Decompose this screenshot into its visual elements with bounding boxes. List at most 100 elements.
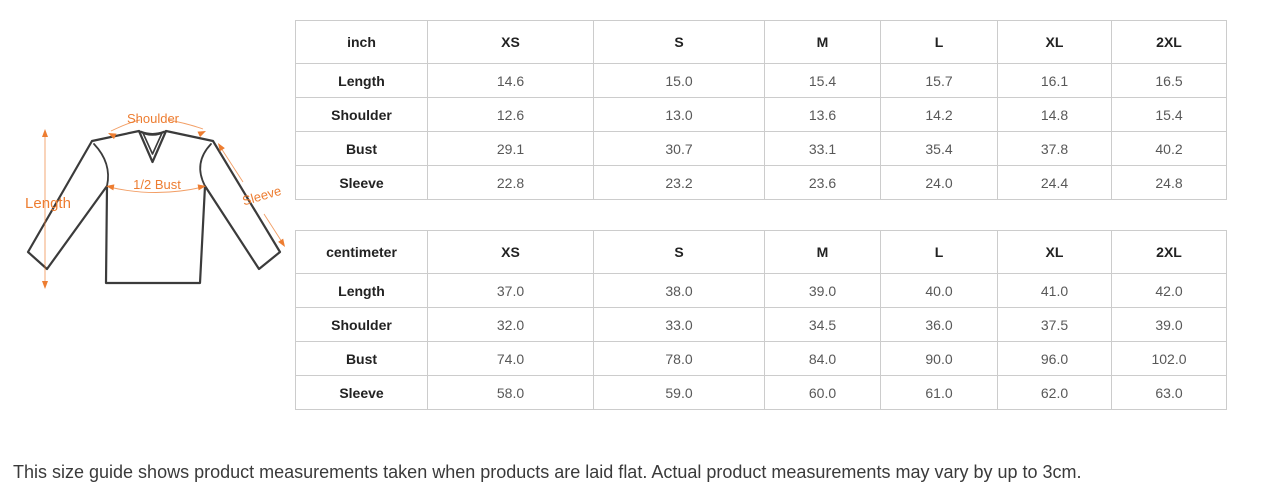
measurement-value: 36.0 bbox=[880, 307, 998, 342]
table-row: Bust 29.1 30.7 33.1 35.4 37.8 40.2 bbox=[295, 131, 1227, 166]
measurement-value: 102.0 bbox=[1111, 341, 1227, 376]
measurement-value: 78.0 bbox=[593, 341, 765, 376]
measurement-value: 37.8 bbox=[997, 131, 1112, 166]
table-row: Bust 74.0 78.0 84.0 90.0 96.0 102.0 bbox=[295, 341, 1227, 376]
measurement-value: 34.5 bbox=[764, 307, 881, 342]
measurement-value: 29.1 bbox=[427, 131, 594, 166]
v-neck-inner-line bbox=[142, 132, 163, 155]
bust-measure-line bbox=[108, 186, 204, 193]
measurement-label: Shoulder bbox=[295, 97, 428, 132]
shirt-measurement-diagram: Shoulder Length 1/2 Bust Sleeve bbox=[25, 111, 285, 289]
measurement-value: 13.0 bbox=[593, 97, 765, 132]
size-column-header: XS bbox=[427, 230, 594, 274]
measurement-value: 15.7 bbox=[880, 63, 998, 98]
measurement-value: 35.4 bbox=[880, 131, 998, 166]
measurement-label: Bust bbox=[295, 341, 428, 376]
measurement-value: 61.0 bbox=[880, 375, 998, 410]
measurement-value: 42.0 bbox=[1111, 273, 1227, 308]
measurement-value: 38.0 bbox=[593, 273, 765, 308]
size-column-header: S bbox=[593, 230, 765, 274]
half-bust-label: 1/2 Bust bbox=[133, 177, 181, 192]
size-column-header: XS bbox=[427, 20, 594, 64]
size-column-header: XL bbox=[997, 230, 1112, 274]
measurement-value: 32.0 bbox=[427, 307, 594, 342]
measurement-value: 30.7 bbox=[593, 131, 765, 166]
bust-arrow-left-icon bbox=[106, 184, 115, 191]
size-column-header: L bbox=[880, 230, 998, 274]
measurement-value: 15.0 bbox=[593, 63, 765, 98]
measurement-value: 37.0 bbox=[427, 273, 594, 308]
measurement-label: Sleeve bbox=[295, 375, 428, 410]
measurement-value: 40.0 bbox=[880, 273, 998, 308]
measurement-value: 39.0 bbox=[764, 273, 881, 308]
measurement-value: 15.4 bbox=[1111, 97, 1227, 132]
shoulder-label: Shoulder bbox=[127, 111, 180, 126]
sleeve-arrow-bottom-icon bbox=[278, 238, 285, 247]
measurement-label: Length bbox=[295, 273, 428, 308]
size-column-header: M bbox=[764, 230, 881, 274]
measurement-value: 14.2 bbox=[880, 97, 998, 132]
measurement-value: 58.0 bbox=[427, 375, 594, 410]
table-row: Sleeve 58.0 59.0 60.0 61.0 62.0 63.0 bbox=[295, 375, 1227, 410]
size-column-header: S bbox=[593, 20, 765, 64]
length-label: Length bbox=[25, 195, 71, 212]
measurement-value: 60.0 bbox=[764, 375, 881, 410]
table-row: Shoulder 12.6 13.0 13.6 14.2 14.8 15.4 bbox=[295, 97, 1227, 132]
measurement-value: 22.8 bbox=[427, 165, 594, 200]
table-row: Sleeve 22.8 23.2 23.6 24.0 24.4 24.8 bbox=[295, 165, 1227, 200]
measurement-value: 74.0 bbox=[427, 341, 594, 376]
measurement-value: 23.6 bbox=[764, 165, 881, 200]
right-sleeve-seam bbox=[199, 143, 212, 187]
table-row: Shoulder 32.0 33.0 34.5 36.0 37.5 39.0 bbox=[295, 307, 1227, 342]
collar-back-line bbox=[138, 130, 167, 136]
left-sleeve-seam bbox=[93, 143, 109, 187]
measurement-value: 41.0 bbox=[997, 273, 1112, 308]
size-table-inch: inch XS S M L XL 2XL Length 14.6 15.0 15.4 15.7 16.… bbox=[295, 20, 1227, 200]
unit-header: centimeter bbox=[295, 230, 428, 274]
measurement-value: 13.6 bbox=[764, 97, 881, 132]
measurement-value: 63.0 bbox=[1111, 375, 1227, 410]
measurement-label: Length bbox=[295, 63, 428, 98]
size-guide-note: This size guide shows product measuremen… bbox=[13, 462, 1082, 482]
size-column-header: XL bbox=[997, 20, 1112, 64]
measurement-value: 15.4 bbox=[764, 63, 881, 98]
measurement-value: 14.6 bbox=[427, 63, 594, 98]
table-row: Length 14.6 15.0 15.4 15.7 16.1 16.5 bbox=[295, 63, 1227, 98]
measurement-value: 23.2 bbox=[593, 165, 765, 200]
measurement-value: 59.0 bbox=[593, 375, 765, 410]
measurement-value: 33.1 bbox=[764, 131, 881, 166]
measurement-value: 37.5 bbox=[997, 307, 1112, 342]
measurement-label: Bust bbox=[295, 131, 428, 166]
table-row: Length 37.0 38.0 39.0 40.0 41.0 42.0 bbox=[295, 273, 1227, 308]
measurement-value: 39.0 bbox=[1111, 307, 1227, 342]
measurement-value: 96.0 bbox=[997, 341, 1112, 376]
table-header-row: inch XS S M L XL 2XL bbox=[295, 20, 1227, 64]
measurement-value: 84.0 bbox=[764, 341, 881, 376]
bust-arrow-right-icon bbox=[197, 184, 206, 191]
shoulder-arrow-right-icon bbox=[197, 131, 206, 138]
size-column-header: 2XL bbox=[1111, 230, 1227, 274]
measurement-value: 62.0 bbox=[997, 375, 1112, 410]
size-column-header: 2XL bbox=[1111, 20, 1227, 64]
measurement-value: 24.8 bbox=[1111, 165, 1227, 200]
length-arrow-top-icon bbox=[42, 129, 48, 137]
size-column-header: M bbox=[764, 20, 881, 64]
length-arrow-bottom-icon bbox=[42, 281, 48, 289]
measurement-value: 14.8 bbox=[997, 97, 1112, 132]
measurement-value: 40.2 bbox=[1111, 131, 1227, 166]
size-column-header: L bbox=[880, 20, 998, 64]
v-neck-outer-line bbox=[137, 129, 168, 164]
shirt-outline bbox=[26, 129, 282, 285]
table-header-row: centimeter XS S M L XL 2XL bbox=[295, 230, 1227, 274]
measurement-label: Sleeve bbox=[295, 165, 428, 200]
measurement-value: 16.5 bbox=[1111, 63, 1227, 98]
measurement-label: Shoulder bbox=[295, 307, 428, 342]
measurement-value: 16.1 bbox=[997, 63, 1112, 98]
sleeve-measure-line bbox=[220, 147, 283, 243]
sleeve-label: Sleeve bbox=[241, 183, 283, 208]
size-table-centimeter: centimeter XS S M L XL 2XL Length 37.0 38.0 39.0 4… bbox=[295, 230, 1227, 410]
shoulder-measure-line bbox=[110, 119, 204, 132]
unit-header: inch bbox=[295, 20, 428, 64]
sleeve-arrow-top-icon bbox=[218, 143, 225, 152]
